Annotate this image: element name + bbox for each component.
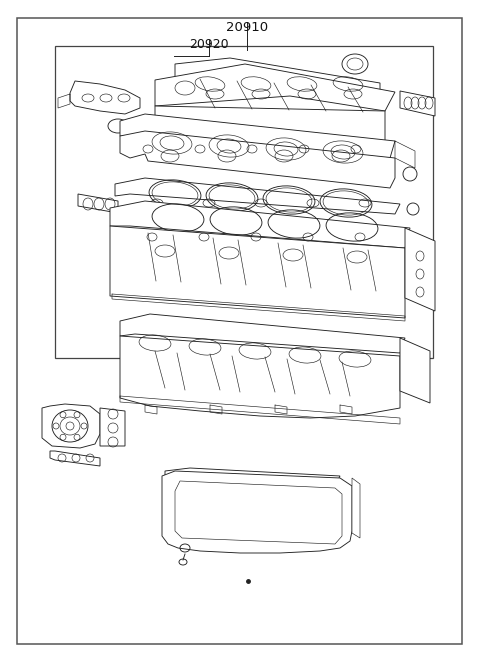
Polygon shape xyxy=(352,478,360,538)
Text: 20910: 20910 xyxy=(226,21,268,34)
Polygon shape xyxy=(42,404,100,448)
Polygon shape xyxy=(120,336,400,418)
Polygon shape xyxy=(162,471,352,553)
Polygon shape xyxy=(165,468,340,486)
Polygon shape xyxy=(78,194,118,213)
Polygon shape xyxy=(155,64,395,111)
Polygon shape xyxy=(400,338,430,403)
Polygon shape xyxy=(110,201,410,248)
Polygon shape xyxy=(100,408,125,446)
Polygon shape xyxy=(120,131,395,188)
Polygon shape xyxy=(155,106,385,146)
Polygon shape xyxy=(110,226,405,318)
Polygon shape xyxy=(120,314,405,353)
Polygon shape xyxy=(120,114,395,158)
Polygon shape xyxy=(50,451,100,466)
Text: 20920: 20920 xyxy=(189,38,229,51)
Polygon shape xyxy=(115,178,400,214)
Bar xyxy=(55,46,433,358)
Polygon shape xyxy=(70,81,140,114)
Polygon shape xyxy=(175,58,380,101)
Polygon shape xyxy=(400,91,435,116)
Polygon shape xyxy=(175,481,342,544)
Polygon shape xyxy=(405,228,435,311)
